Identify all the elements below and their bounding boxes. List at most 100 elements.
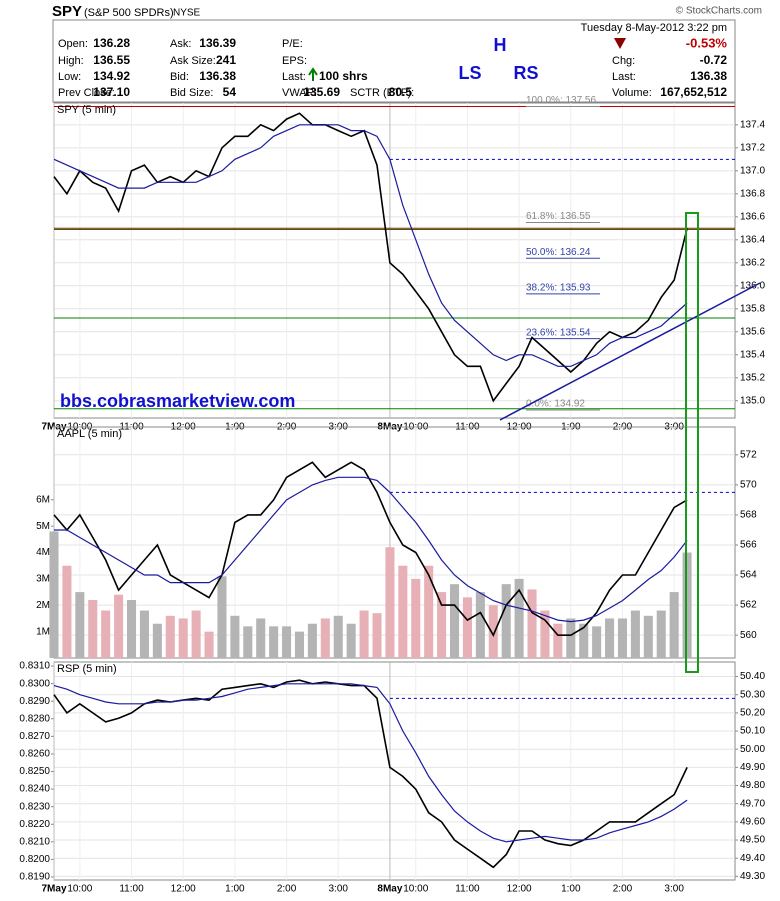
y-tick-label: 136.6 xyxy=(740,211,765,222)
quote-date: Tuesday 8-May-2012 3:22 pm xyxy=(581,22,727,34)
y-tick-label: 50.30 xyxy=(740,689,765,700)
annotation-rs: RS xyxy=(513,63,538,83)
watermark: bbs.cobrasmarketview.com xyxy=(60,391,295,411)
x-tick-label: 8May xyxy=(377,884,402,895)
quote-label: SCTR (ETF): xyxy=(350,87,414,99)
y-tick-label: 49.60 xyxy=(740,817,765,828)
volume-bar xyxy=(178,618,188,658)
quote-value: 137.10 xyxy=(93,85,130,99)
annotation-ls: LS xyxy=(458,63,481,83)
volume-bar xyxy=(294,631,305,658)
fib-label: 38.2%: 135.93 xyxy=(526,282,591,293)
quote-label: Ask: xyxy=(170,38,191,50)
quote-label: Ask Size: xyxy=(170,55,216,67)
quote-label: Bid: xyxy=(170,71,189,83)
x-tick-label: 12:00 xyxy=(507,884,532,895)
volume-bar xyxy=(204,631,214,658)
quote-label: P/E: xyxy=(282,38,303,50)
y-tick-label: 137.4 xyxy=(740,119,765,130)
volume-bar xyxy=(617,618,628,658)
x-tick-label: 7May xyxy=(41,884,66,895)
volume-bar xyxy=(139,610,149,658)
quote-label: Chg: xyxy=(612,55,635,67)
quote-box xyxy=(52,19,736,103)
y-tick-label: 3M xyxy=(36,574,50,585)
y-tick-label: 2M xyxy=(36,600,50,611)
volume-bar xyxy=(553,623,563,658)
y-tick-label: 136.0 xyxy=(740,280,765,291)
exchange: NYSE xyxy=(173,8,201,19)
y-tick-label: 6M xyxy=(36,494,50,505)
fib-label: 0.0%: 134.92 xyxy=(526,399,585,410)
volume-bar xyxy=(282,626,292,658)
volume-bar xyxy=(152,623,162,658)
volume-bar xyxy=(669,592,679,658)
volume-bar xyxy=(475,592,485,658)
x-tick-label: 3:00 xyxy=(329,884,349,895)
volume-bar xyxy=(114,594,124,658)
volume-bar xyxy=(217,576,227,658)
quote-label: High: xyxy=(58,55,84,67)
fib-label: 23.6%: 135.54 xyxy=(526,327,591,338)
x-tick-label: 11:00 xyxy=(119,884,144,895)
y-tick-label: 0.8250 xyxy=(19,766,50,777)
price-line xyxy=(54,476,688,623)
volume-bar xyxy=(320,618,330,658)
highlight-box xyxy=(685,212,699,673)
y-tick-label: 137.2 xyxy=(740,142,765,153)
volume-bar xyxy=(411,578,421,658)
quote-fields: Open: 136.28 Ask: 136.39 P/E: High: 136.55 Ask … xyxy=(58,36,727,99)
y-tick-label: 1M xyxy=(36,626,50,637)
quote-label: Last: xyxy=(612,71,636,83)
quote-value: 80.5 xyxy=(389,85,413,99)
volume-bar xyxy=(540,610,550,658)
x-tick-label: 1:00 xyxy=(225,884,245,895)
quote-label: VWAP: xyxy=(282,87,317,99)
volume-bar xyxy=(488,605,498,658)
y-tick-label: 135.8 xyxy=(740,303,765,314)
volume-bar xyxy=(605,618,615,658)
x-tick-label: 10:00 xyxy=(403,884,428,895)
volume-bar xyxy=(592,626,602,658)
volume-bar xyxy=(514,578,524,658)
volume-bar xyxy=(230,615,240,658)
y-tick-label: 564 xyxy=(740,570,757,581)
volume-bar xyxy=(643,615,653,658)
panel-title: RSP (5 min) xyxy=(57,663,117,675)
y-tick-label: 137.0 xyxy=(740,165,765,176)
price-line xyxy=(53,679,688,869)
y-tick-label: 0.8210 xyxy=(19,836,50,847)
quote-label: Last: xyxy=(282,71,306,83)
annotation-h: H xyxy=(494,35,507,55)
volume-bar xyxy=(566,618,576,658)
volume-bar xyxy=(424,565,434,658)
quote-label: Low: xyxy=(58,71,81,83)
change-pct: -0.53% xyxy=(686,35,728,50)
quote-value: 134.92 xyxy=(93,69,130,83)
volume-bar xyxy=(527,589,537,658)
price-line xyxy=(53,683,688,843)
price-line xyxy=(53,124,688,367)
volume-bar xyxy=(307,623,317,658)
price-line xyxy=(53,461,688,637)
x-tick-label: 10:00 xyxy=(67,884,92,895)
y-tick-label: 135.2 xyxy=(740,372,765,383)
fib-label: 100.0%: 137.56 xyxy=(526,95,596,106)
volume-bar xyxy=(359,610,369,658)
quote-label: Prev Close: xyxy=(58,87,115,99)
quote-value: 100 shrs xyxy=(319,69,368,83)
y-tick-label: 50.10 xyxy=(740,726,765,737)
volume-bar xyxy=(165,615,175,658)
volume-bar xyxy=(462,597,472,658)
x-tick-label: 12:00 xyxy=(171,884,196,895)
quote-value: 136.39 xyxy=(199,36,236,50)
symbol: SPY xyxy=(52,3,82,20)
y-tick-label: 136.8 xyxy=(740,188,765,199)
quote-label: Open: xyxy=(58,38,88,50)
quote-value: -0.72 xyxy=(700,53,728,67)
quote-label: Volume: xyxy=(612,87,652,99)
y-tick-label: 0.8280 xyxy=(19,713,50,724)
x-tick-label: 2:00 xyxy=(277,884,297,895)
